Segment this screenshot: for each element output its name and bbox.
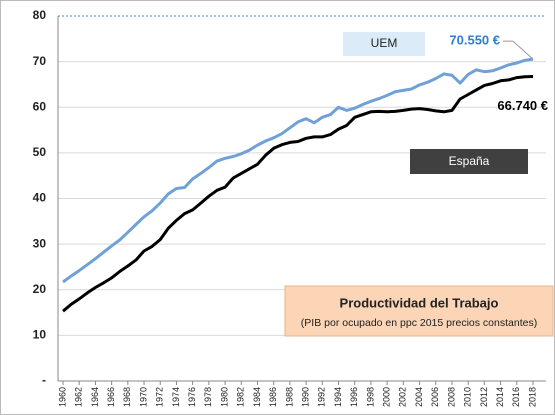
- y-tick-label: 60: [33, 99, 47, 113]
- x-tick-label: 2016: [511, 387, 521, 407]
- x-tick-label: 1990: [300, 387, 310, 407]
- value-label: 70.550 €: [449, 33, 500, 48]
- x-tick-label: 1976: [187, 387, 197, 407]
- x-tick-label: 1960: [57, 387, 67, 407]
- x-tick-label: 1968: [122, 387, 132, 407]
- x-tick-label: 1994: [333, 387, 343, 407]
- series-line: [62, 75, 534, 313]
- y-tick-label: 10: [33, 328, 47, 342]
- x-tick-label: 1986: [268, 387, 278, 407]
- x-tick-label: 2010: [463, 387, 473, 407]
- x-tick-label: 1980: [219, 387, 229, 407]
- x-tick-label: 2006: [430, 387, 440, 407]
- x-tick-label: 1972: [155, 387, 165, 407]
- x-tick-label: 1962: [74, 387, 84, 407]
- x-tick-label: 1978: [203, 387, 213, 407]
- legend-box: [343, 32, 425, 56]
- legend-box: [410, 149, 528, 174]
- x-tick-label: 1982: [236, 387, 246, 407]
- y-tick-label: 80: [33, 8, 47, 22]
- x-tick-label: 1996: [349, 387, 359, 407]
- leader-line: [503, 40, 534, 60]
- x-tick-label: 2012: [479, 387, 489, 407]
- legend-label: España: [449, 154, 490, 168]
- x-tick-label: 1984: [252, 387, 262, 407]
- x-tick-label: 2018: [527, 387, 537, 407]
- x-tick-label: 1970: [138, 387, 148, 407]
- x-tick-label: 1988: [284, 387, 294, 407]
- x-tick-label: 1966: [106, 387, 116, 407]
- x-tick-label: 2008: [446, 387, 456, 407]
- x-tick-label: 2014: [495, 387, 505, 407]
- x-tick-label: 1992: [317, 387, 327, 407]
- x-tick-label: 2002: [398, 387, 408, 407]
- value-label: 66.740 €: [497, 98, 548, 113]
- series-line: [62, 57, 534, 284]
- y-tick-label: -: [42, 373, 46, 387]
- y-tick-label: 70: [33, 54, 47, 68]
- y-tick-label: 50: [33, 145, 47, 159]
- x-tick-label: 1998: [365, 387, 375, 407]
- y-tick-label: 40: [33, 191, 47, 205]
- x-tick-label: 2004: [414, 387, 424, 407]
- y-tick-label: 20: [33, 282, 47, 296]
- y-tick-label: 30: [33, 236, 47, 250]
- x-tick-label: 1974: [171, 387, 181, 407]
- title-box: [284, 285, 554, 337]
- x-tick-label: 2000: [382, 387, 392, 407]
- chart-title: Productividad del Trabajo: [340, 295, 499, 310]
- legend-label: UEM: [371, 36, 398, 50]
- chart-subtitle: (PIB por ocupado en ppc 2015 precios con…: [301, 317, 537, 329]
- x-tick-label: 1964: [90, 387, 100, 407]
